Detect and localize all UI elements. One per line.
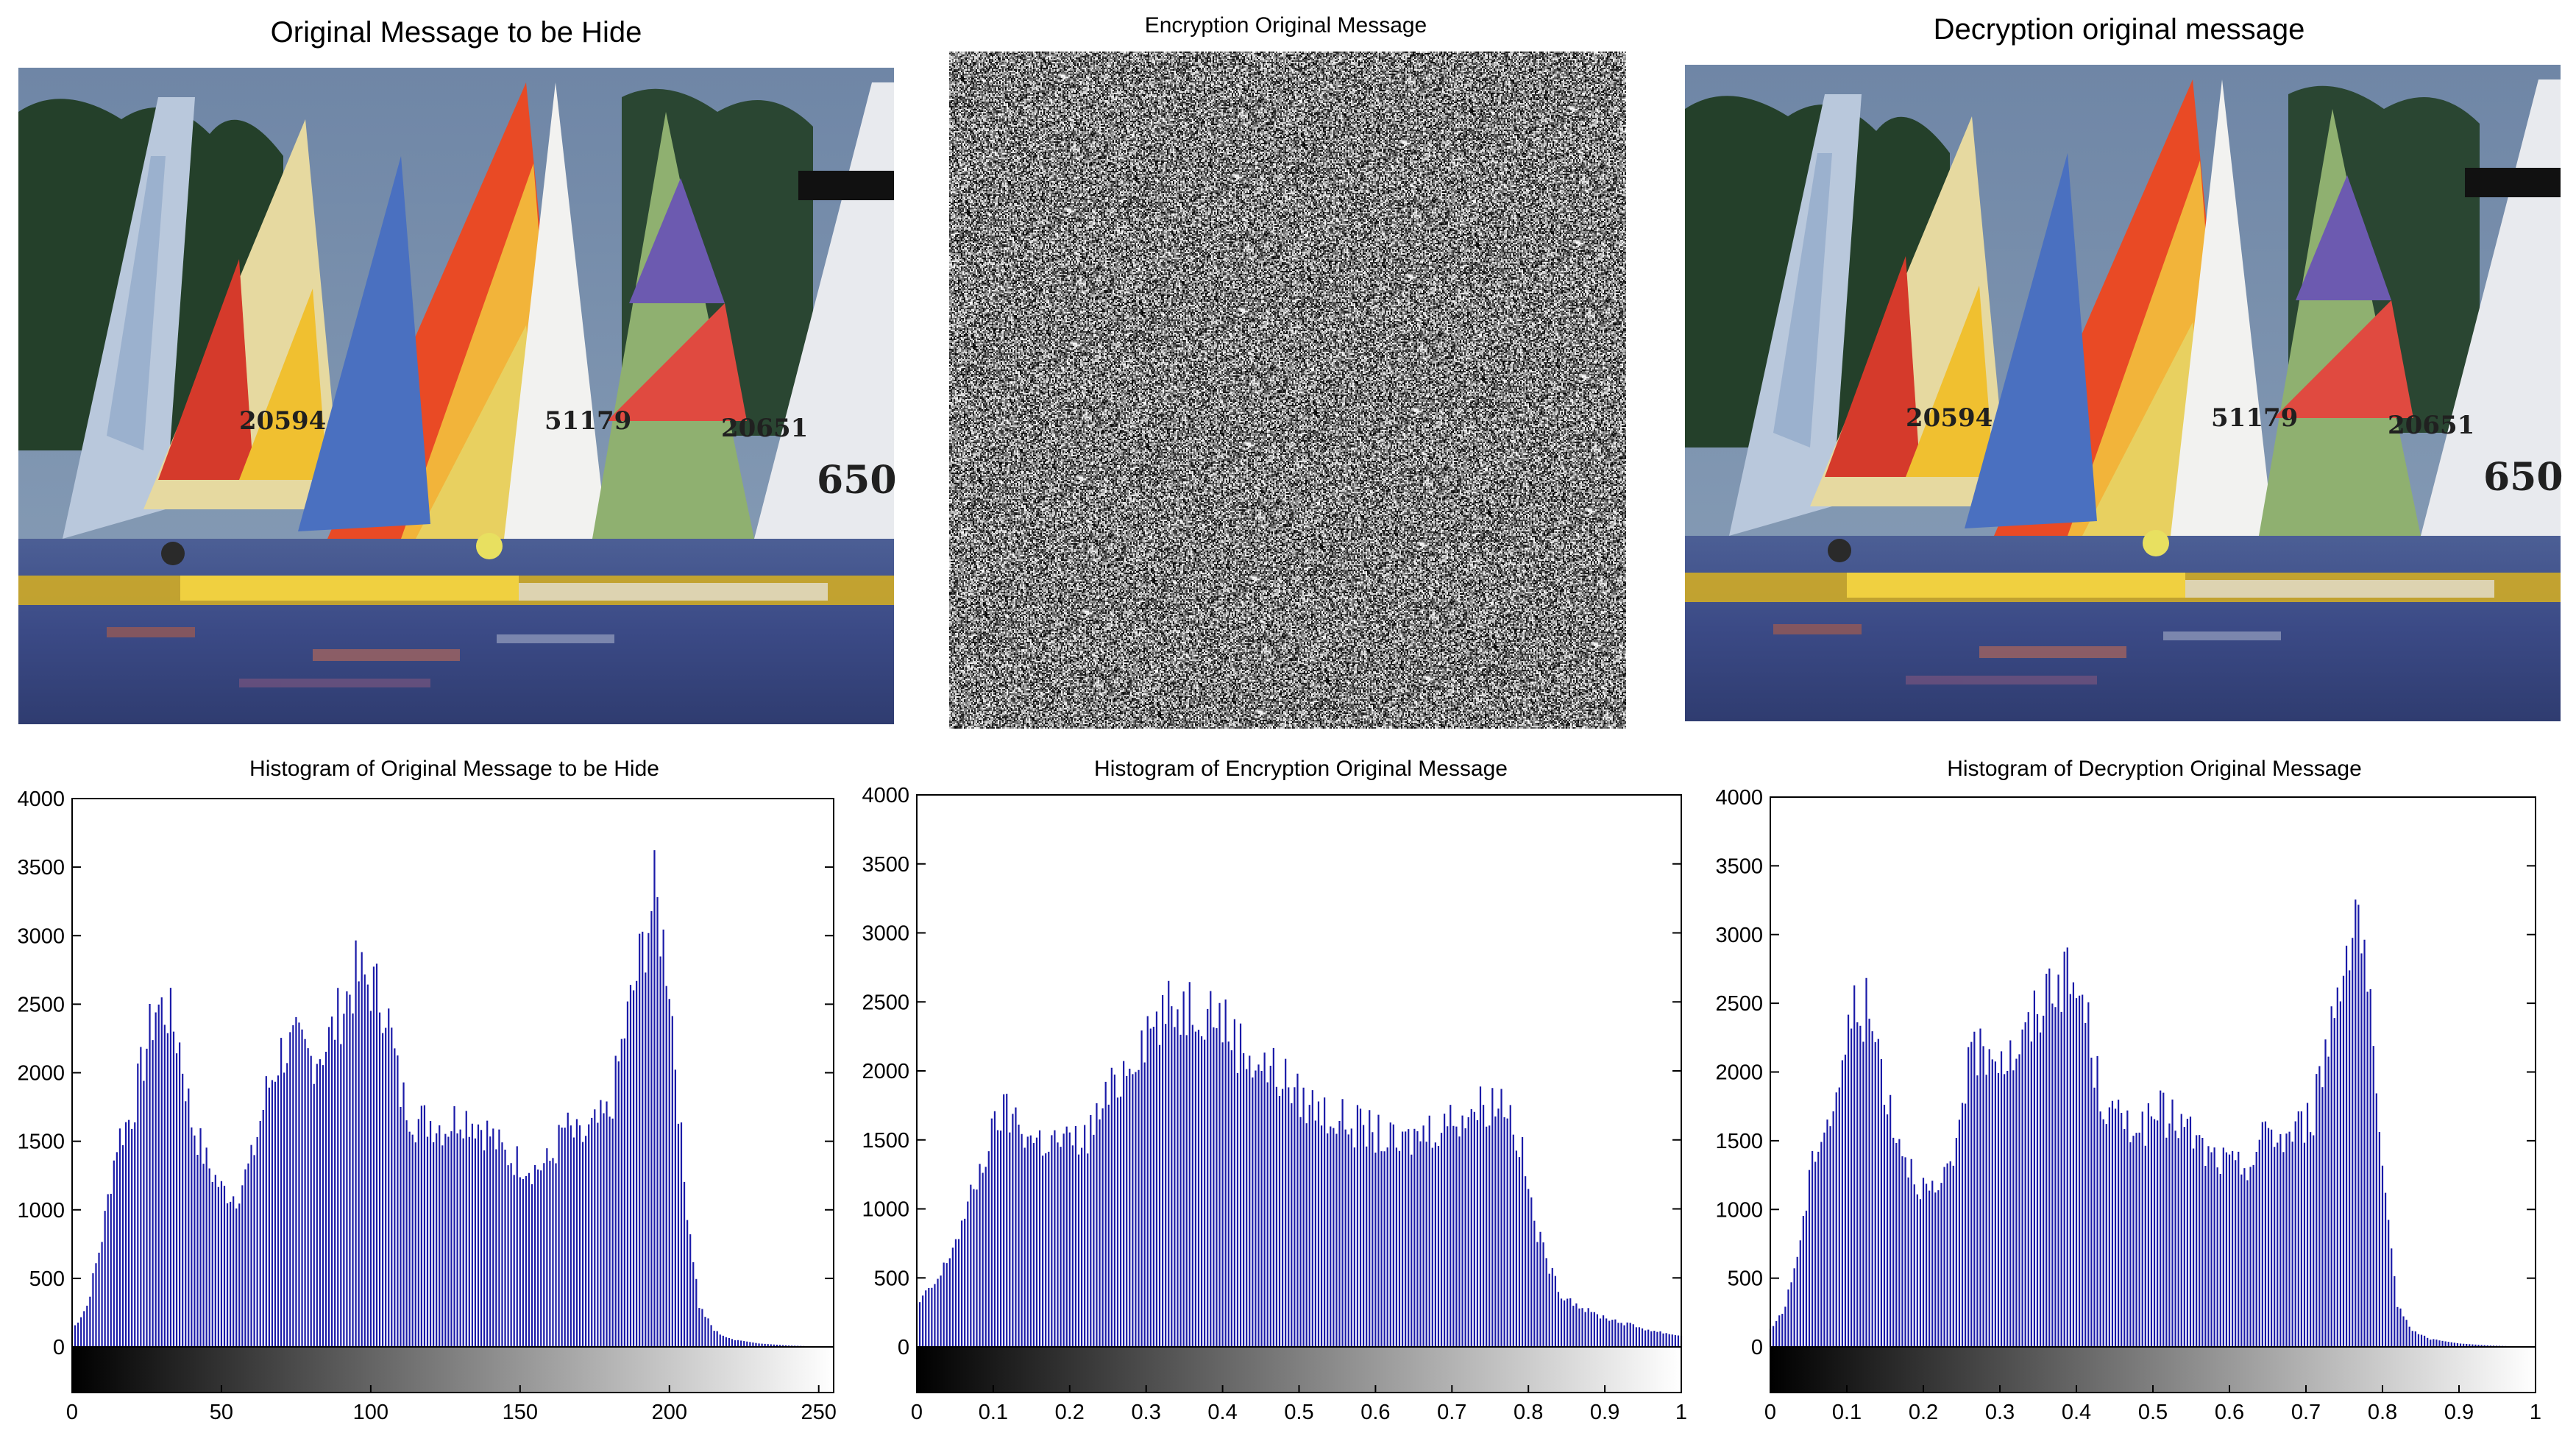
sail-number: 20651 [721, 414, 809, 443]
decrypted-image [1685, 65, 2561, 721]
sail-number: 20651 [2388, 411, 2475, 440]
y-tick-label: 4000 [1715, 786, 1763, 810]
y-tick-label: 0 [53, 1336, 65, 1359]
x-tick-label: 0.2 [1909, 1401, 1938, 1424]
sail-number: 20594 [239, 406, 327, 436]
y-tick-label: 0 [1751, 1336, 1763, 1359]
x-tick-label: 0.4 [1207, 1401, 1237, 1424]
x-tick-label: 0.6 [1360, 1401, 1390, 1424]
y-tick-label: 3500 [862, 853, 909, 877]
y-tick-label: 1500 [862, 1129, 909, 1153]
encrypted-image [949, 52, 1626, 729]
x-tick-label: 0.3 [1132, 1401, 1161, 1424]
y-tick-label: 1000 [862, 1198, 909, 1222]
colorbar [71, 1346, 834, 1393]
histogram-title-decrypted: Histogram of Decryption Original Message [1947, 757, 2362, 781]
y-tick-label: 500 [874, 1267, 909, 1290]
y-tick-label: 3000 [862, 922, 909, 946]
x-tick-label: 0.1 [1832, 1401, 1862, 1424]
sailboat-scene [1685, 65, 2561, 721]
x-tick-label: 0.5 [1284, 1401, 1313, 1424]
x-tick-label: 0 [1764, 1401, 1776, 1424]
original-image [18, 68, 894, 724]
y-tick-label: 2000 [17, 1062, 65, 1086]
sailboat-scene [18, 68, 894, 724]
sail-number: 51179 [2211, 403, 2299, 433]
y-tick-label: 2000 [862, 1060, 909, 1083]
image-title-encrypted: Encryption Original Message [1144, 13, 1427, 38]
y-tick-label: 3000 [1715, 924, 1763, 947]
histogram-title-original: Histogram of Original Message to be Hide [249, 757, 659, 781]
y-tick-label: 1000 [1715, 1198, 1763, 1222]
y-tick-label: 3000 [17, 924, 65, 948]
x-tick-label: 0 [66, 1401, 78, 1424]
y-tick-label: 1000 [17, 1199, 65, 1223]
x-tick-label: 0.6 [2215, 1401, 2244, 1424]
x-tick-label: 0.7 [2291, 1401, 2321, 1424]
sail-number: 20594 [1906, 403, 1993, 433]
y-tick-label: 3500 [17, 856, 65, 880]
x-tick-label: 200 [652, 1401, 687, 1424]
image-title-decrypted: Decryption original message [1933, 13, 2305, 46]
colorbar [1770, 1346, 2536, 1393]
x-tick-label: 0.8 [1514, 1401, 1543, 1424]
x-tick-label: 250 [801, 1401, 837, 1424]
x-tick-label: 0.5 [2138, 1401, 2168, 1424]
x-tick-label: 0.9 [1590, 1401, 1619, 1424]
y-tick-label: 1500 [1715, 1130, 1763, 1153]
y-tick-label: 2000 [1715, 1061, 1763, 1085]
y-tick-label: 2500 [17, 993, 65, 1016]
y-tick-label: 500 [29, 1267, 65, 1291]
y-tick-label: 4000 [862, 784, 909, 807]
y-tick-label: 2500 [1715, 992, 1763, 1016]
x-tick-label: 0.1 [979, 1401, 1008, 1424]
colorbar [916, 1346, 1682, 1393]
x-tick-label: 150 [503, 1401, 538, 1424]
sail-number: 650 [2483, 455, 2563, 500]
image-title-original: Original Message to be Hide [270, 16, 642, 49]
y-tick-label: 2500 [862, 991, 909, 1014]
y-tick-label: 0 [898, 1336, 909, 1359]
y-tick-label: 1500 [17, 1131, 65, 1154]
x-tick-label: 0.4 [2062, 1401, 2091, 1424]
sail-number: 51179 [544, 406, 632, 436]
y-tick-label: 3500 [1715, 855, 1763, 878]
x-tick-label: 0 [911, 1401, 923, 1424]
sail-number: 650 [817, 458, 897, 503]
x-tick-label: 0.7 [1437, 1401, 1466, 1424]
x-tick-label: 1 [2530, 1401, 2541, 1424]
x-tick-label: 50 [210, 1401, 233, 1424]
x-tick-label: 1 [1675, 1401, 1687, 1424]
x-tick-label: 100 [353, 1401, 388, 1424]
encrypted-noise-canvas [949, 52, 1626, 729]
y-tick-label: 4000 [17, 788, 65, 811]
x-tick-label: 0.2 [1055, 1401, 1085, 1424]
x-tick-label: 0.8 [2368, 1401, 2397, 1424]
histogram-title-encrypted: Histogram of Encryption Original Message [1094, 757, 1508, 781]
y-tick-label: 500 [1728, 1267, 1763, 1291]
x-tick-label: 0.9 [2444, 1401, 2474, 1424]
x-tick-label: 0.3 [1985, 1401, 2015, 1424]
